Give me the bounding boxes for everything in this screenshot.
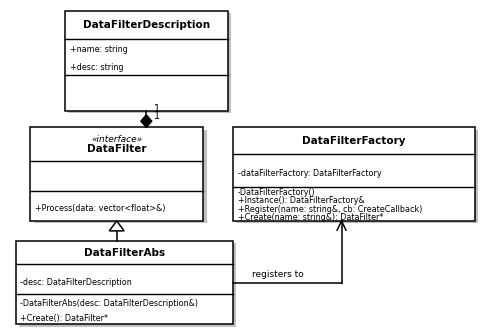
Text: DataFilter: DataFilter xyxy=(87,144,147,154)
Text: DataFilterFactory: DataFilterFactory xyxy=(302,136,405,145)
Text: +Create(): DataFilter*: +Create(): DataFilter* xyxy=(20,314,108,323)
Text: +Process(data: vector<float>&): +Process(data: vector<float>&) xyxy=(35,204,166,213)
Text: -dataFilterFactory: DataFilterFactory: -dataFilterFactory: DataFilterFactory xyxy=(238,169,381,178)
Bar xyxy=(233,127,475,221)
Bar xyxy=(15,241,233,324)
Text: DataFilterAbs: DataFilterAbs xyxy=(84,248,165,258)
Bar xyxy=(68,13,231,113)
Bar xyxy=(236,130,478,223)
Text: +Register(name: string&, cb: CreateCallback): +Register(name: string&, cb: CreateCallb… xyxy=(238,205,422,214)
Text: 1: 1 xyxy=(154,104,160,114)
Text: 1: 1 xyxy=(154,111,160,121)
Text: +desc: string: +desc: string xyxy=(70,63,123,72)
Bar xyxy=(30,127,203,221)
Text: +Instance(): DataFilterFactory&: +Instance(): DataFilterFactory& xyxy=(238,196,364,205)
Polygon shape xyxy=(141,115,152,127)
Text: «interface»: «interface» xyxy=(91,135,142,144)
Text: -DataFilterAbs(desc: DataFilterDescription&): -DataFilterAbs(desc: DataFilterDescripti… xyxy=(20,299,198,308)
Text: -desc: DataFilterDescription: -desc: DataFilterDescription xyxy=(20,278,132,287)
Text: +name: string: +name: string xyxy=(70,45,128,54)
Bar xyxy=(65,11,228,111)
Polygon shape xyxy=(109,221,124,231)
Text: -DataFilterFactory(): -DataFilterFactory() xyxy=(238,188,315,197)
Text: +Create(name: string&): DataFilter*: +Create(name: string&): DataFilter* xyxy=(238,213,383,222)
Text: registers to: registers to xyxy=(252,270,304,279)
Bar xyxy=(34,130,206,223)
Bar xyxy=(19,243,236,327)
Text: DataFilterDescription: DataFilterDescription xyxy=(83,20,210,30)
